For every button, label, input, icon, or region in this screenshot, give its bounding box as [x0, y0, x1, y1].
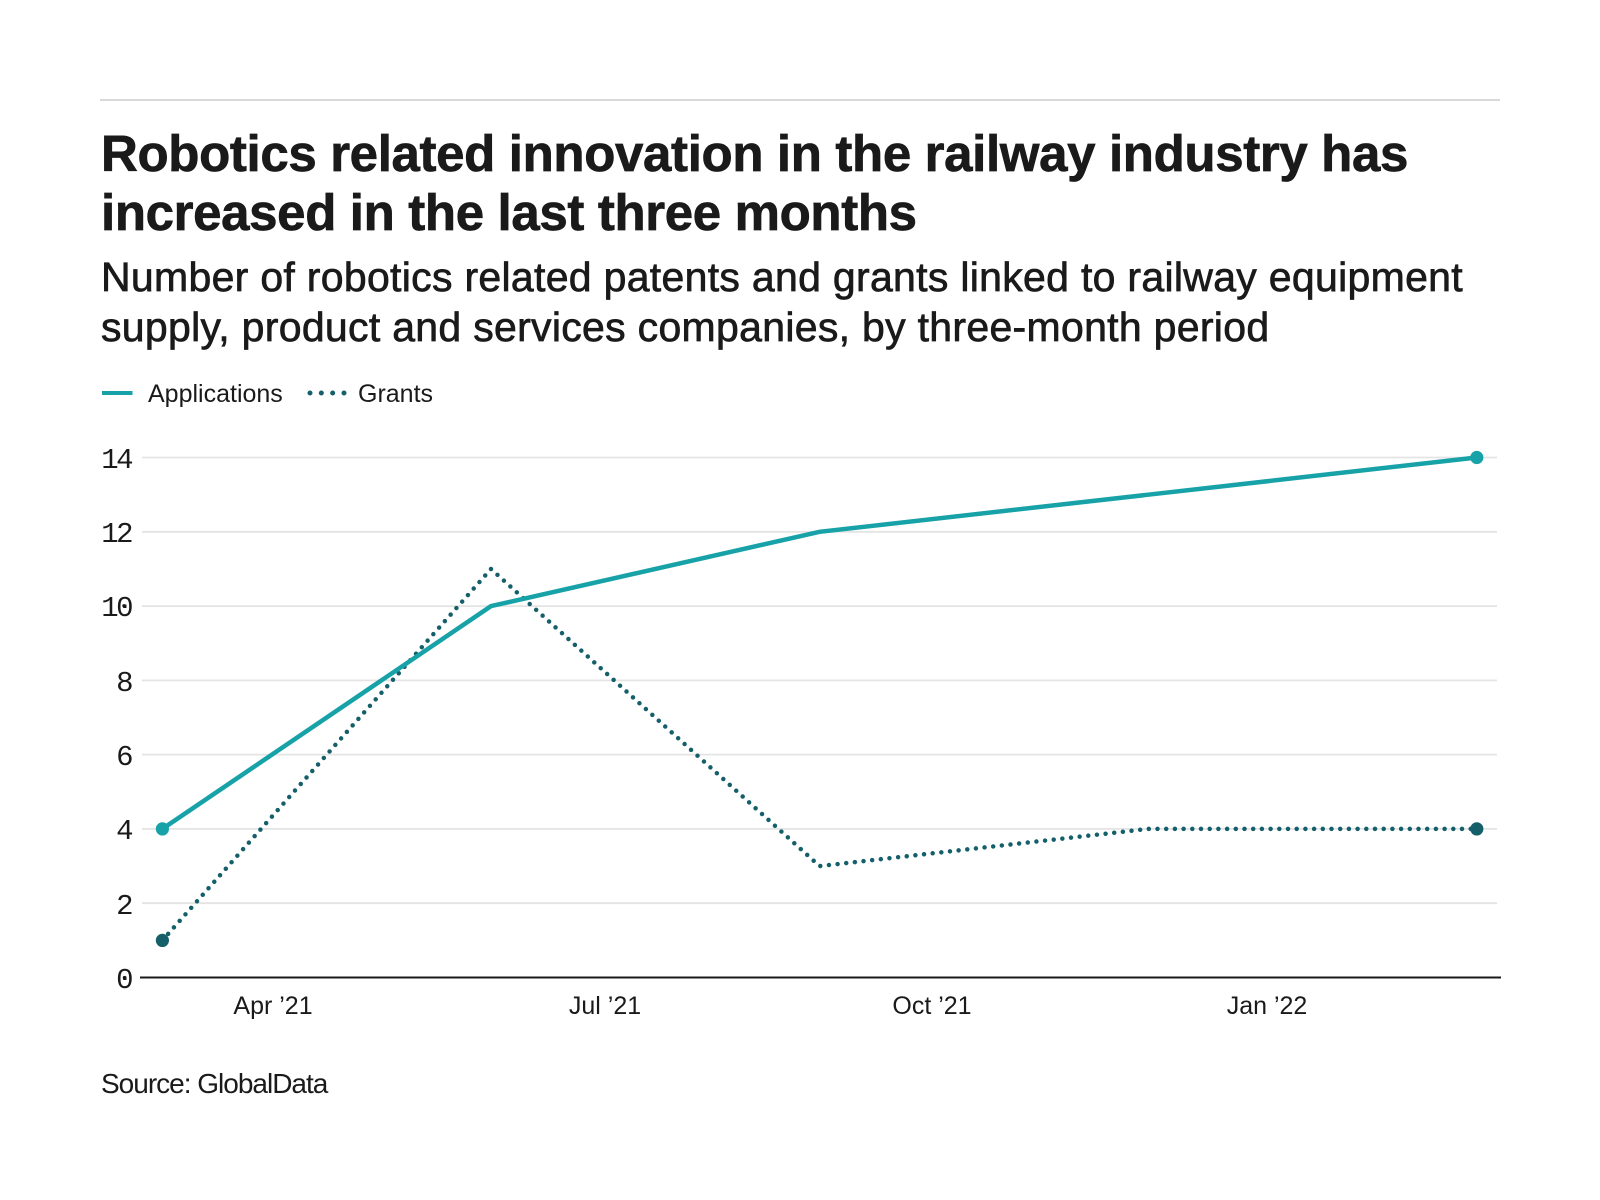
svg-text:0: 0: [116, 964, 132, 997]
svg-text:12: 12: [101, 518, 132, 551]
svg-text:4: 4: [116, 815, 132, 848]
svg-text:6: 6: [116, 741, 132, 774]
svg-text:Applications: Applications: [148, 380, 283, 408]
svg-text:Oct ’21: Oct ’21: [892, 992, 971, 1020]
svg-text:Grants: Grants: [358, 380, 433, 408]
svg-text:Jan ’22: Jan ’22: [1227, 992, 1308, 1020]
svg-text:8: 8: [116, 667, 132, 700]
svg-text:14: 14: [101, 444, 132, 477]
svg-text:2: 2: [116, 890, 132, 923]
svg-text:10: 10: [101, 592, 132, 625]
svg-text:Jul ’21: Jul ’21: [569, 992, 641, 1020]
svg-text:Apr ’21: Apr ’21: [233, 992, 312, 1020]
